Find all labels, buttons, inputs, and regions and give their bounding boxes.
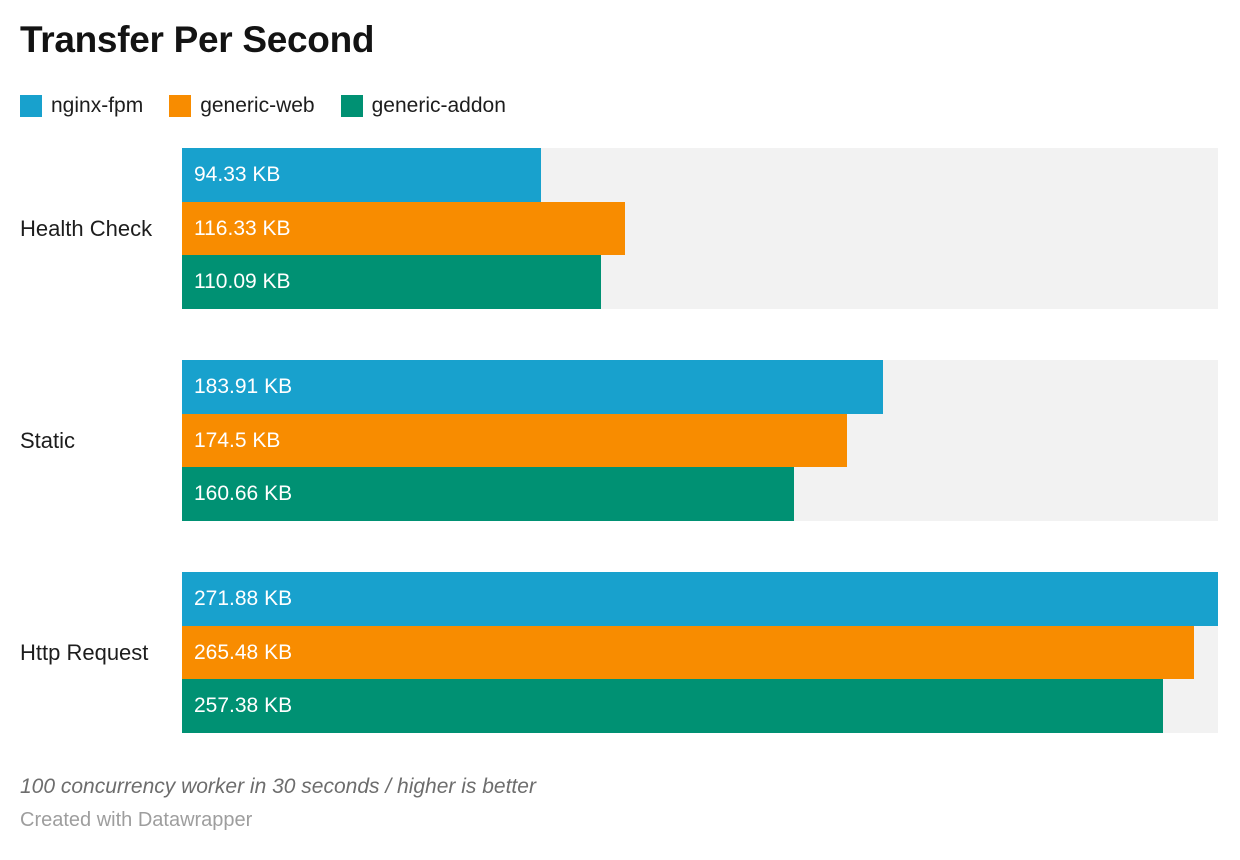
bar-track: 265.48 KB <box>182 625 1218 680</box>
bar-value-label: 116.33 KB <box>194 216 291 240</box>
bar-generic-addon: 160.66 KB <box>182 467 795 522</box>
bar-nginx-fpm: 271.88 KB <box>182 572 1218 626</box>
bar-generic-addon: 257.38 KB <box>182 679 1163 734</box>
bar-group: Static 183.91 KB 174.5 KB 160.66 KB <box>20 360 1218 522</box>
bar-track: 271.88 KB <box>182 572 1218 626</box>
category-label: Health Check <box>20 215 153 241</box>
bars-column: 94.33 KB 116.33 KB 110.09 KB <box>182 148 1218 310</box>
bar-chart: Health Check 94.33 KB 116.33 KB 110.09 KB St… <box>20 148 1218 734</box>
category-label: Static <box>20 427 76 453</box>
bar-track: 257.38 KB <box>182 679 1218 734</box>
legend: nginx-fpm generic-web generic-addon <box>20 92 1218 120</box>
bar-track: 160.66 KB <box>182 467 1218 522</box>
bars-column: 271.88 KB 265.48 KB 257.38 KB <box>182 572 1218 734</box>
legend-item-generic-addon: generic-addon <box>340 94 506 118</box>
bar-value-label: 271.88 KB <box>194 586 293 610</box>
bar-value-label: 257.38 KB <box>194 694 293 718</box>
bar-generic-addon: 110.09 KB <box>182 255 602 310</box>
bar-track: 116.33 KB <box>182 201 1218 256</box>
bar-value-label: 160.66 KB <box>194 482 293 506</box>
legend-swatch-icon <box>340 95 363 117</box>
bar-generic-web: 265.48 KB <box>182 625 1194 680</box>
legend-item-generic-web: generic-web <box>169 94 315 118</box>
bar-track: 183.91 KB <box>182 360 1218 414</box>
bar-value-label: 174.5 KB <box>194 428 281 452</box>
legend-label: generic-web <box>200 94 315 117</box>
bar-nginx-fpm: 94.33 KB <box>182 148 542 202</box>
bar-value-label: 183.91 KB <box>194 374 293 398</box>
bar-track: 110.09 KB <box>182 255 1218 310</box>
legend-swatch-icon <box>169 95 192 117</box>
legend-swatch-icon <box>20 95 42 117</box>
bar-group: Health Check 94.33 KB 116.33 KB 110.09 KB <box>20 148 1218 310</box>
bar-group: Http Request 271.88 KB 265.48 KB 257.38 KB <box>20 572 1218 734</box>
bar-generic-web: 174.5 KB <box>182 413 847 468</box>
bar-nginx-fpm: 183.91 KB <box>182 360 883 414</box>
legend-item-nginx-fpm: nginx-fpm <box>20 94 143 118</box>
legend-label: nginx-fpm <box>51 94 144 117</box>
chart-title: Transfer Per Second <box>20 19 375 60</box>
bar-value-label: 94.33 KB <box>194 162 281 186</box>
datawrapper-credit: Created with Datawrapper <box>20 809 253 831</box>
bar-track: 94.33 KB <box>182 148 1218 202</box>
bar-generic-web: 116.33 KB <box>182 201 626 256</box>
bar-value-label: 265.48 KB <box>194 640 293 664</box>
bars-column: 183.91 KB 174.5 KB 160.66 KB <box>182 360 1218 522</box>
legend-label: generic-addon <box>371 94 506 117</box>
bar-track: 174.5 KB <box>182 413 1218 468</box>
category-label: Http Request <box>20 639 149 665</box>
chart-note: 100 concurrency worker in 30 seconds / h… <box>20 775 536 798</box>
bar-value-label: 110.09 KB <box>194 270 291 294</box>
